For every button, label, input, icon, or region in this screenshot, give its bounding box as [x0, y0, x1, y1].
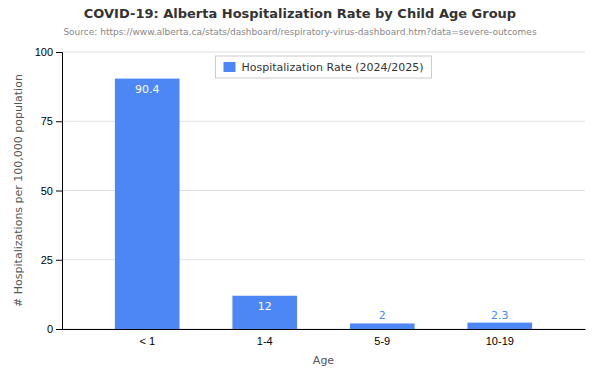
bar — [232, 296, 297, 329]
data-labels: 90.4 12 2 2.3 — [135, 83, 509, 323]
bars — [115, 79, 532, 329]
y-axis-title: # Hospitalizations per 100,000 populatio… — [12, 74, 25, 307]
data-label: 90.4 — [135, 83, 160, 96]
y-tick-mark — [56, 191, 62, 192]
y-tick-label: 25 — [41, 254, 53, 266]
legend-label: Hospitalization Rate (2024/2025) — [241, 61, 423, 74]
title: COVID-19: Alberta Hospitalization Rate b… — [84, 6, 516, 21]
y-tick-label: 0 — [47, 323, 53, 335]
legend-swatch — [223, 62, 235, 72]
y-tick-mark — [56, 121, 62, 122]
bar — [350, 323, 415, 329]
data-label: 2.3 — [491, 309, 509, 322]
x-axis-line — [63, 329, 586, 330]
x-tick: 1-4 — [257, 335, 273, 347]
y-tick-label: 75 — [41, 115, 53, 127]
y-tick: 0 — [47, 323, 62, 335]
bar — [467, 323, 532, 329]
x-tick: < 1 — [139, 335, 155, 347]
y-tick-mark — [56, 329, 62, 330]
y-axis: 0 25 50 75 100 — [35, 46, 63, 335]
x-tick-label: 5-9 — [374, 335, 390, 347]
x-axis: < 1 1-4 5-9 10-19 — [63, 330, 586, 347]
x-tick-label: 10-19 — [486, 335, 514, 347]
y-tick-label: 50 — [41, 185, 53, 197]
data-label: 12 — [258, 300, 272, 313]
grid-line — [62, 52, 585, 53]
grid — [62, 52, 585, 329]
x-tick-label: < 1 — [139, 335, 155, 347]
subtitle: Source: https://www.alberta.ca/stats/das… — [63, 27, 537, 37]
x-axis-title: Age — [313, 354, 335, 367]
y-tick-mark — [56, 260, 62, 261]
bar — [115, 79, 180, 329]
legend-box — [215, 56, 431, 78]
x-tick: 5-9 — [374, 335, 390, 347]
y-tick: 50 — [41, 185, 62, 197]
y-tick-label: 100 — [35, 46, 53, 58]
y-tick-mark — [56, 52, 62, 53]
y-tick: 100 — [35, 46, 62, 58]
plot: 0 25 50 75 100 < 1 1-4 5-9 10-19 Age # Hospitaliza… — [12, 46, 586, 367]
chart: COVID-19: Alberta Hospitalization Rate b… — [0, 0, 600, 371]
legend: Hospitalization Rate (2024/2025) — [215, 56, 431, 78]
data-label: 2 — [379, 309, 386, 322]
y-tick: 75 — [41, 115, 62, 127]
x-tick-label: 1-4 — [257, 335, 273, 347]
y-axis-line — [56, 53, 63, 330]
y-tick: 25 — [41, 254, 62, 266]
x-tick: 10-19 — [486, 335, 514, 347]
